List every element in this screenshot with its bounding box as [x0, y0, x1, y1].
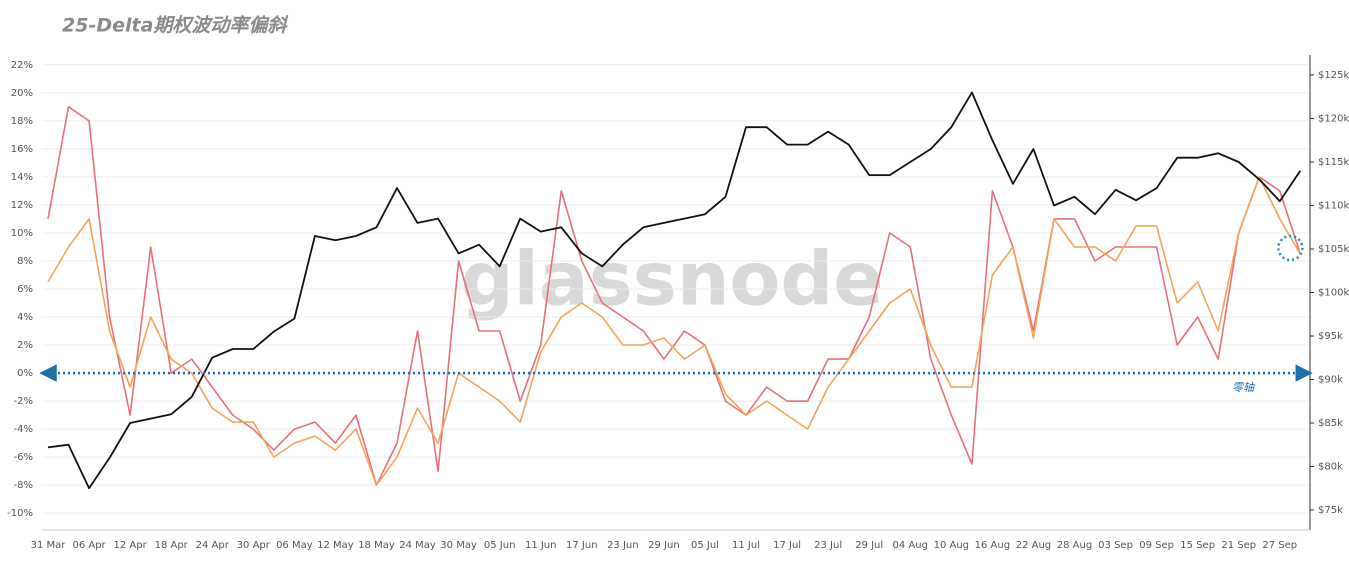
highlight-circle [1277, 234, 1304, 262]
y-tick-label: 20% [11, 88, 33, 99]
x-tick-label: 29 Jun [648, 540, 680, 551]
y2-tick-label: $90k [1318, 374, 1343, 385]
x-tick-label: 21 Sep [1221, 540, 1256, 551]
x-tick-label: 10 Aug [934, 540, 969, 551]
y2-tick-label: $80k [1318, 461, 1343, 472]
x-tick-label: 15 Sep [1180, 540, 1215, 551]
x-tick-label: 24 Apr [196, 540, 230, 551]
x-tick-label: 05 Jun [484, 540, 516, 551]
x-tick-label: 30 Apr [237, 540, 271, 551]
y-tick-label: -4% [14, 424, 33, 435]
x-tick-label: 05 Jul [691, 540, 719, 551]
x-tick-label: 12 May [317, 540, 354, 551]
x-tick-label: 23 Jun [607, 540, 639, 551]
x-tick-label: 12 Apr [114, 540, 148, 551]
x-tick-label: 24 May [399, 540, 436, 551]
y2-tick-label: $100k [1318, 288, 1349, 299]
x-tick-label: 17 Jun [566, 540, 598, 551]
y-tick-label: 2% [17, 340, 33, 351]
x-tick-label: 11 Jun [525, 540, 557, 551]
y-tick-label: -2% [14, 396, 33, 407]
x-tick-label: 16 Aug [975, 540, 1010, 551]
grid [42, 64, 1310, 514]
y2-tick-label: $120k [1318, 114, 1349, 125]
x-tick-label: 04 Aug [893, 540, 928, 551]
y-tick-label: 18% [11, 116, 33, 127]
y-tick-label: -6% [14, 452, 33, 463]
y-tick-label: 0% [17, 368, 33, 379]
y2-tick-label: $110k [1318, 201, 1349, 212]
x-tick-label: 23 Jul [814, 540, 842, 551]
y-tick-label: 10% [11, 228, 33, 239]
y2-tick-label: $75k [1318, 505, 1343, 516]
y2-tick-label: $105k [1318, 244, 1349, 255]
y-tick-label: 4% [17, 312, 33, 323]
y-tick-label: -8% [14, 480, 33, 491]
y-tick-label: 12% [11, 200, 33, 211]
y2-tick-label: $125k [1318, 70, 1349, 81]
y-tick-label: 22% [11, 60, 33, 71]
y-tick-label: 16% [11, 144, 33, 155]
y-tick-label: -10% [7, 508, 33, 519]
series-line [47, 176, 1301, 486]
chart-title: 25-Delta期权波动率偏斜 [62, 15, 288, 37]
x-tick-label: 17 Jul [773, 540, 801, 551]
watermark: glassnode [460, 237, 883, 323]
series-line [47, 106, 1302, 486]
x-tick-label: 30 May [440, 540, 477, 551]
x-tick-label: 22 Aug [1016, 540, 1051, 551]
y2-tick-label: $85k [1318, 418, 1343, 429]
series-line [47, 91, 1302, 490]
x-tick-label: 27 Sep [1262, 540, 1297, 551]
x-tick-label: 29 Jul [855, 540, 883, 551]
y-tick-label: 6% [17, 284, 33, 295]
x-tick-label: 31 Mar [31, 540, 67, 551]
x-tick-label: 03 Sep [1098, 540, 1133, 551]
x-tick-label: 06 Apr [72, 540, 106, 551]
x-tick-label: 18 Apr [155, 540, 189, 551]
x-tick-label: 06 May [276, 540, 313, 551]
y-tick-label: 8% [17, 256, 33, 267]
x-tick-label: 09 Sep [1139, 540, 1174, 551]
x-tick-label: 18 May [358, 540, 395, 551]
x-tick-label: 11 Jul [732, 540, 760, 551]
x-tick-label: 28 Aug [1057, 540, 1092, 551]
y2-tick-label: $115k [1318, 157, 1349, 168]
y-tick-label: 14% [11, 172, 33, 183]
y2-tick-label: $95k [1318, 331, 1343, 342]
zero-annotation: 零轴 [1232, 381, 1255, 394]
